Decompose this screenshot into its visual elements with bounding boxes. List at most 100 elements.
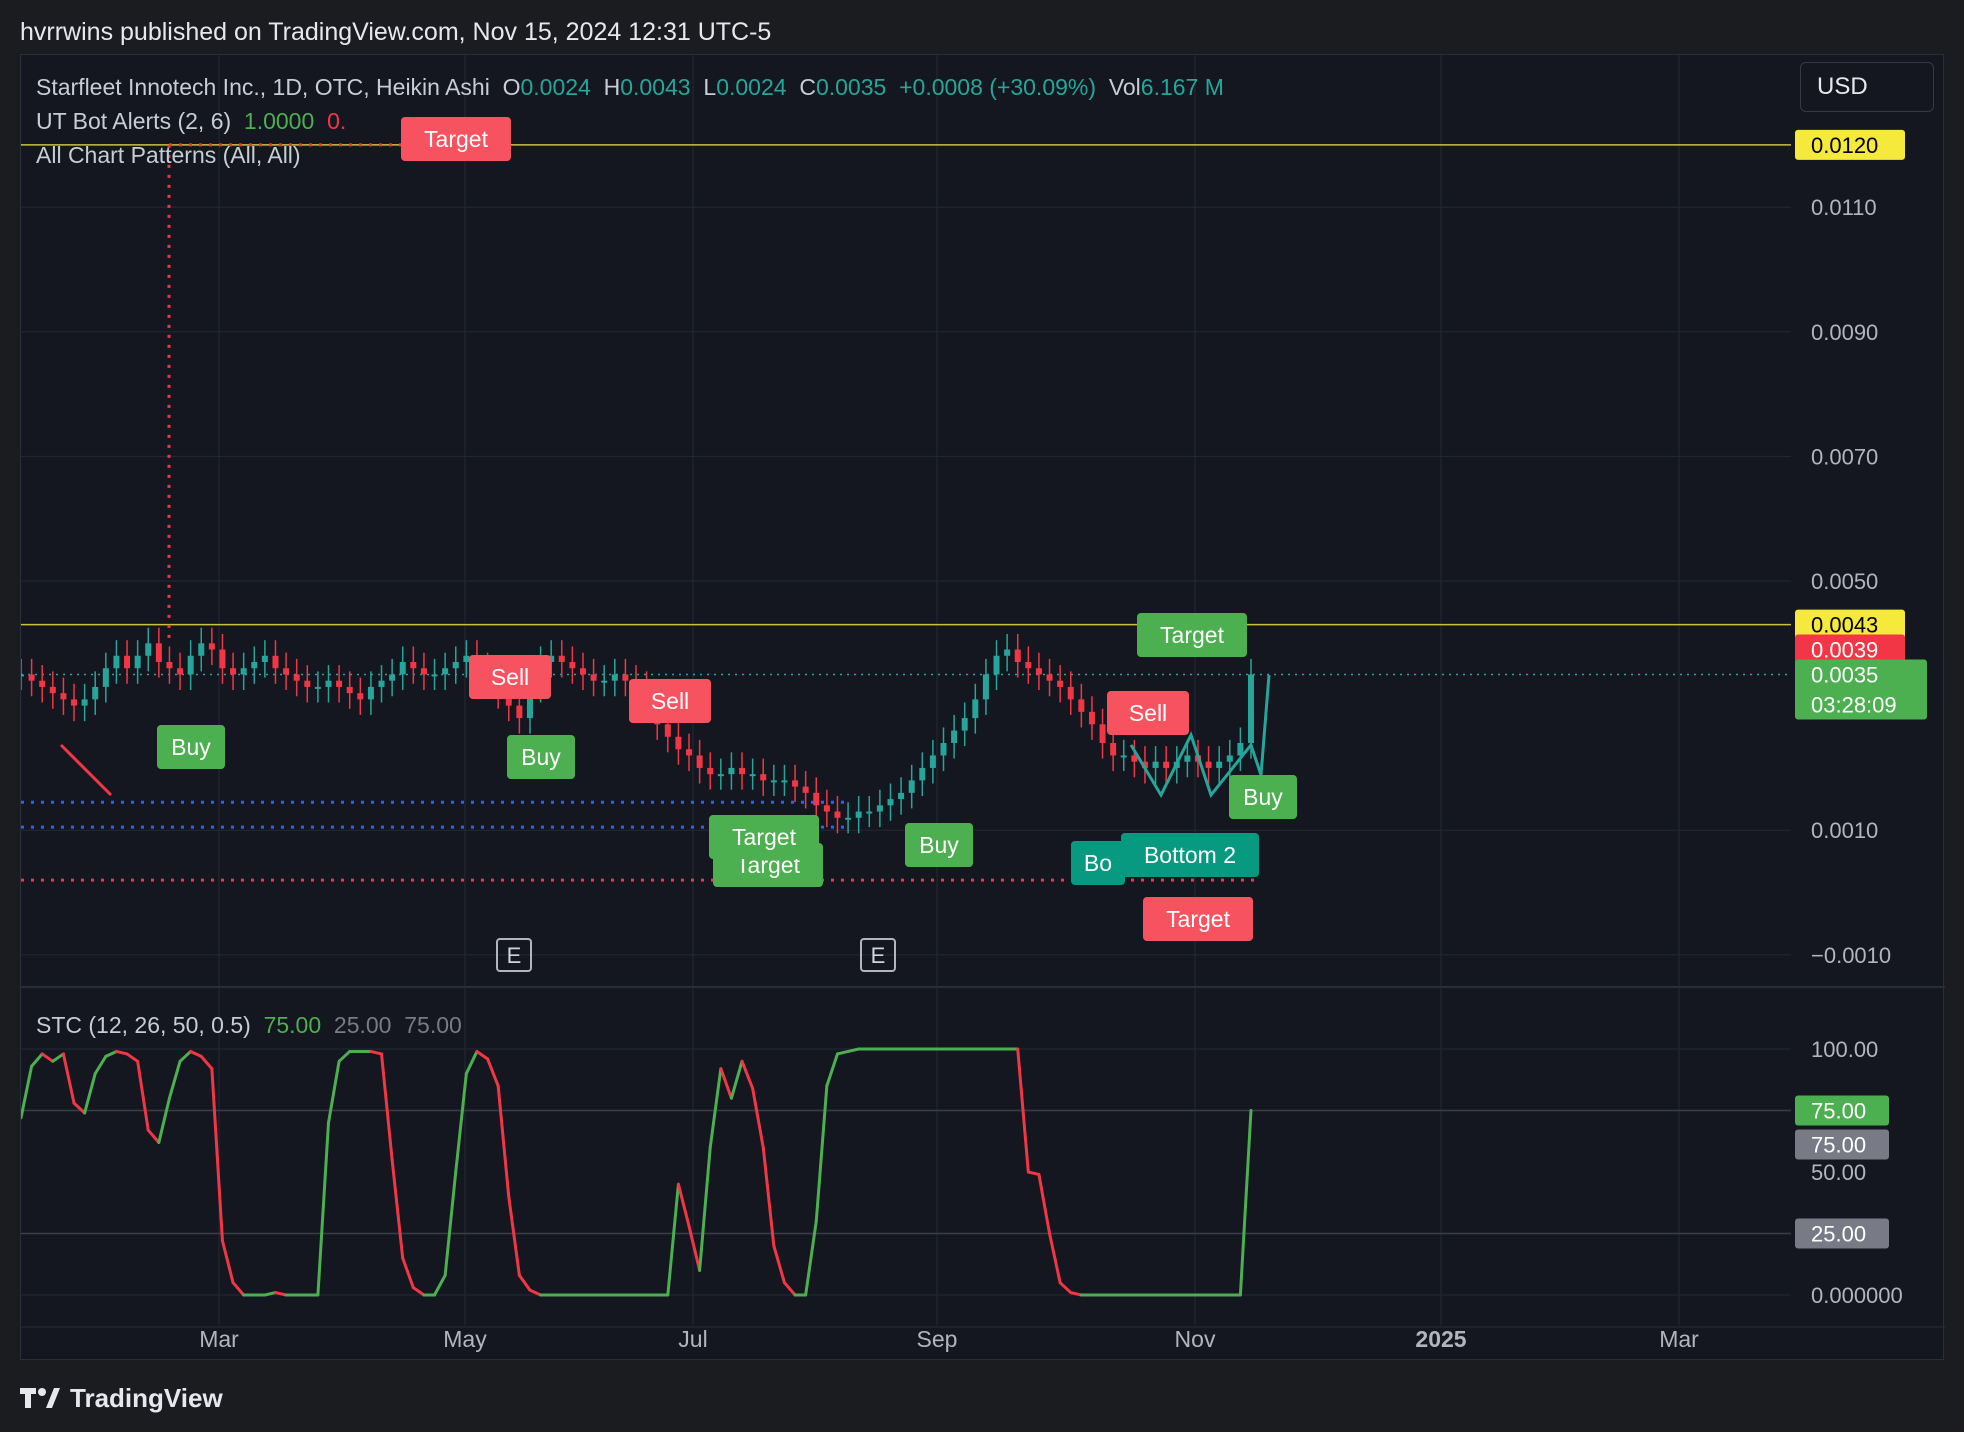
- stc-line-segment: [729, 1059, 744, 1100]
- candle-body: [1025, 662, 1032, 669]
- signal-label-text: Target: [424, 126, 489, 152]
- stc-line-segment: [72, 1101, 87, 1115]
- stc-y-tick-label: 0.000000: [1811, 1283, 1903, 1308]
- candle-body: [124, 655, 131, 669]
- candle-body: [961, 718, 968, 731]
- stc-line-segment: [443, 1170, 458, 1277]
- candle-body: [622, 674, 629, 681]
- candle-body: [1226, 755, 1233, 762]
- candle-body: [230, 668, 237, 675]
- signal-label-text: Target: [732, 824, 797, 850]
- candle-body: [1163, 761, 1170, 768]
- stc-value: 75.00: [263, 1012, 322, 1038]
- candle-body: [569, 662, 576, 669]
- stc-line-segment: [698, 1145, 712, 1272]
- stc-line-segment: [846, 1047, 861, 1053]
- y-tick-label: 0.0050: [1811, 569, 1878, 594]
- stc-line-segment: [157, 1096, 171, 1144]
- stc-high: 75.00: [404, 1012, 462, 1038]
- candle-body: [420, 668, 427, 675]
- stc-line-segment: [507, 1195, 521, 1277]
- stc-y-tick-label: 100.00: [1811, 1037, 1878, 1062]
- candle-body: [972, 699, 979, 719]
- stc-line-segment: [1016, 1047, 1030, 1174]
- candle-body: [802, 786, 809, 793]
- stc-line-segment: [454, 1072, 468, 1174]
- candle-body: [1014, 649, 1021, 662]
- candle-body: [601, 680, 608, 683]
- candle-body: [71, 699, 78, 706]
- candle-body: [1216, 761, 1223, 768]
- close-label: C: [799, 74, 816, 100]
- stc-line-segment: [666, 1182, 680, 1297]
- stc-line-segment: [369, 1049, 384, 1056]
- candle-body: [1067, 686, 1074, 700]
- tradingview-logo[interactable]: TradingView: [20, 1380, 223, 1416]
- candle-body: [283, 668, 290, 675]
- stc-line-segment: [220, 1239, 235, 1285]
- stc-y-tick-label: 50.00: [1811, 1160, 1866, 1185]
- stc-value-text: 25.00: [1811, 1222, 1866, 1247]
- candle-body: [717, 774, 724, 777]
- candle-body: [304, 680, 311, 687]
- candle-body: [781, 780, 788, 783]
- candle-body: [219, 649, 226, 669]
- candle-body: [1078, 699, 1085, 712]
- symbol-name[interactable]: Starfleet Innotech Inc., 1D, OTC, Heikin…: [36, 74, 490, 100]
- candle-body: [1088, 711, 1095, 725]
- stc-line-segment: [390, 1158, 405, 1260]
- signal-label-text: Buy: [171, 734, 211, 760]
- candle-body: [442, 668, 449, 675]
- candle-body: [823, 805, 830, 812]
- candle-body: [516, 705, 523, 719]
- candle-body: [675, 736, 682, 750]
- stc-line-segment: [316, 1121, 330, 1297]
- candle-body: [177, 668, 184, 675]
- candle-body: [357, 693, 364, 700]
- close-value: 0.0035: [815, 74, 887, 100]
- chart-frame[interactable]: 0.0110 0.0090 0.0070 0.0050 0.0010 −0.0010 Mar…: [20, 54, 1945, 1361]
- vol-value: 6.167 M: [1140, 74, 1224, 100]
- candle-body: [845, 817, 852, 820]
- stc-line-segment: [21, 1064, 34, 1120]
- signal-label-box: [1107, 691, 1189, 735]
- candle-body: [1248, 674, 1254, 743]
- candle-body: [611, 674, 618, 681]
- tradingview-logo-icon: [20, 1388, 60, 1408]
- stc-line-segment: [30, 1052, 44, 1068]
- chart-canvas[interactable]: 0.0110 0.0090 0.0070 0.0050 0.0010 −0.0010 Mar…: [21, 55, 1945, 1361]
- candle-body: [21, 674, 24, 677]
- currency-button[interactable]: USD: [1800, 62, 1934, 112]
- candle-body: [929, 755, 936, 768]
- candle-body: [208, 643, 215, 650]
- signal-label-text: Buy: [919, 832, 959, 858]
- candle-body: [389, 674, 396, 681]
- stc-line-segment: [1048, 1232, 1062, 1285]
- stc-line-segment: [782, 1281, 797, 1297]
- stc-line-segment: [40, 1052, 55, 1063]
- candle-body: [1237, 743, 1244, 756]
- stc-line-segment: [751, 1086, 765, 1149]
- stc-line-segment: [740, 1059, 755, 1090]
- earnings-marker-box: [860, 938, 896, 972]
- open-value: 0.0024: [520, 74, 591, 100]
- stc-legend[interactable]: STC (12, 26, 50, 0.5) 75.00 25.00 75.00: [36, 1012, 462, 1039]
- stc-line-segment: [1058, 1281, 1073, 1295]
- candle-body: [1152, 761, 1159, 768]
- stc-line-segment: [772, 1244, 786, 1285]
- stc-line-segment: [433, 1273, 447, 1297]
- stc-line-segment: [1037, 1172, 1052, 1235]
- candle-body: [813, 792, 820, 806]
- candle-body: [993, 655, 1000, 675]
- chart-patterns-legend[interactable]: All Chart Patterns (All, All): [36, 142, 301, 169]
- open-label: O: [502, 74, 521, 100]
- candle-body: [728, 767, 735, 775]
- candle-body: [876, 805, 883, 812]
- signal-label-text: Sell: [491, 664, 529, 690]
- candle-body: [855, 811, 862, 818]
- signal-label-text: Bottom 2: [1144, 842, 1236, 868]
- candle-body: [367, 686, 374, 700]
- stc-line-segment: [380, 1052, 394, 1162]
- stc-line-segment: [708, 1067, 723, 1149]
- ut-bot-legend[interactable]: UT Bot Alerts (2, 6) 1.0000 0.: [36, 108, 346, 135]
